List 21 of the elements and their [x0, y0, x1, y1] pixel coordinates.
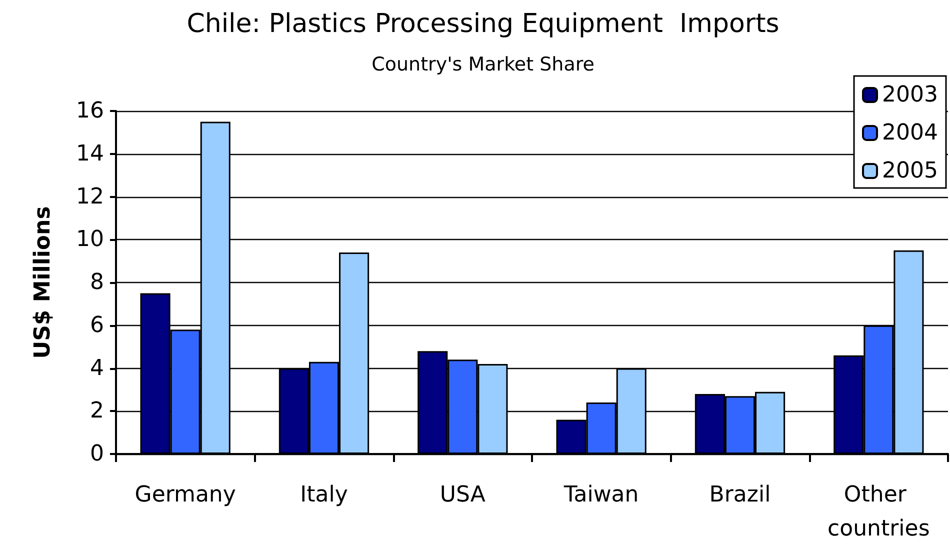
x-tick-label: USA — [440, 482, 486, 508]
y-tick-label: 0 — [90, 442, 104, 466]
x-tick-label: Italy — [300, 482, 348, 508]
legend-label: 2003 — [882, 82, 938, 108]
y-tick-label: 10 — [76, 227, 104, 252]
y-tick-label: 2 — [90, 398, 104, 424]
chart-title: Chile: Plastics Processing Equipment Imports — [186, 9, 780, 39]
chart-subtitle: Country's Market Share — [372, 54, 594, 76]
y-axis-title: US$ Millions — [30, 206, 56, 359]
y-tick-label: 14 — [76, 141, 104, 166]
x-tick-label: Brazil — [709, 482, 771, 508]
y-tick-label: 6 — [90, 312, 104, 338]
x-tick-label: Taiwan — [562, 482, 639, 508]
y-tick-label: 8 — [90, 270, 104, 295]
x-tick-label: Other countries — [828, 482, 930, 542]
legend-label: 2004 — [882, 120, 938, 146]
legend-label: 2005 — [882, 158, 938, 184]
y-tick-label: 4 — [90, 356, 104, 381]
y-tick-label: 16 — [76, 98, 104, 124]
y-tick-label: 12 — [76, 184, 104, 210]
x-tick-label: Germany — [134, 482, 236, 508]
